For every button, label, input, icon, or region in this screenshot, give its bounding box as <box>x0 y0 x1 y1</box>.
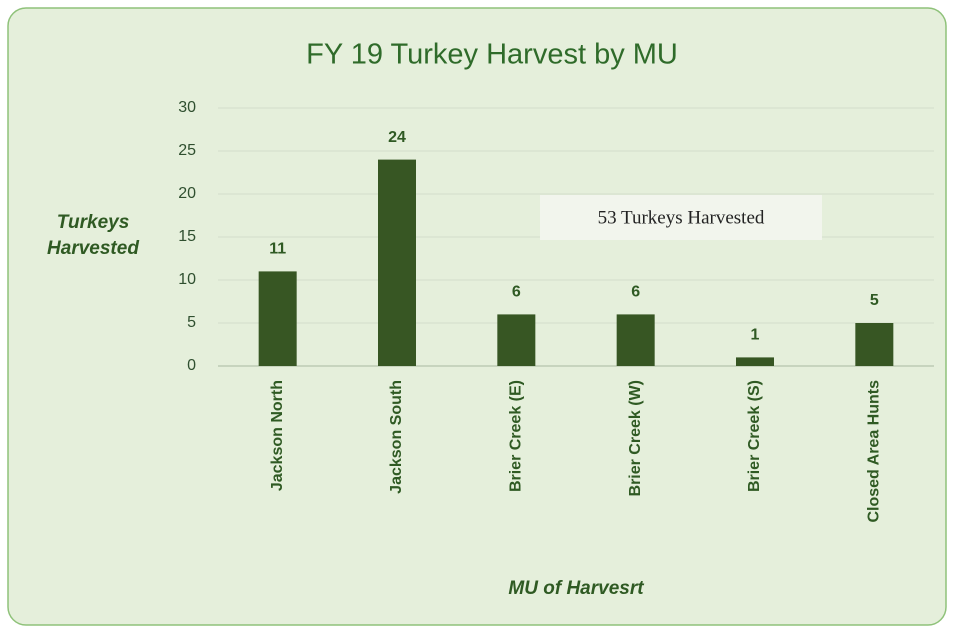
y-tick-label: 10 <box>178 271 196 288</box>
bar <box>736 357 774 366</box>
bar <box>616 314 655 366</box>
y-axis-label: Turkeys Harvested <box>47 212 139 259</box>
data-label: 11 <box>269 241 286 258</box>
chart-background <box>7 7 947 626</box>
bar <box>378 159 416 366</box>
bar <box>258 271 297 366</box>
annotation-box <box>540 195 822 240</box>
y-tick-label: 15 <box>178 228 196 245</box>
x-tick-label: Closed Area Hunts <box>866 380 883 523</box>
y-tick-label: 20 <box>178 185 196 202</box>
x-tick-label: Jackson North <box>269 380 286 491</box>
y-tick-label: 25 <box>178 142 196 159</box>
y-tick-label: 0 <box>187 357 196 374</box>
data-label: 6 <box>512 284 521 301</box>
annotation: 53 Turkeys Harvested <box>598 207 765 228</box>
y-tick-label: 5 <box>187 314 196 331</box>
x-tick-label: Brier Creek (E) <box>508 380 525 492</box>
x-tick-label: Jackson South <box>388 380 405 494</box>
data-label: 6 <box>631 284 640 301</box>
x-tick-label: Brier Creek (S) <box>746 380 763 492</box>
bar <box>855 323 894 366</box>
bar <box>497 314 536 366</box>
data-label: 1 <box>751 327 760 344</box>
data-label: 24 <box>388 129 406 146</box>
data-label: 5 <box>870 292 879 309</box>
chart-title: FY 19 Turkey Harvest by MU <box>306 39 678 71</box>
x-axis-label: MU of Harvesrt <box>508 578 644 599</box>
y-tick-label: 30 <box>178 99 196 116</box>
x-tick-label: Brier Creek (W) <box>627 380 644 496</box>
